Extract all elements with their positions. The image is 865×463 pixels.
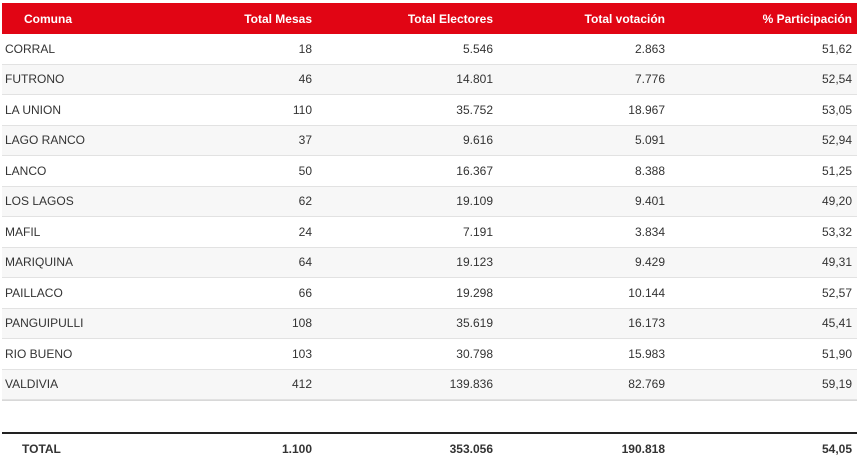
table-row: CORRAL 18 5.546 2.863 51,62: [2, 34, 857, 65]
cell-comuna: MAFIL: [5, 224, 41, 239]
table-row: RIO BUENO 103 30.798 15.983 51,90: [2, 339, 857, 370]
header-total-votacion[interactable]: Total votación: [584, 11, 665, 26]
cell-electores: 14.801: [456, 72, 493, 87]
table-row: PANGUIPULLI 108 35.619 16.173 45,41: [2, 308, 857, 339]
cell-electores: 139.836: [449, 377, 493, 392]
cell-votacion: 15.983: [628, 346, 665, 361]
cell-mesas: 50: [298, 163, 312, 178]
cell-participacion: 52,94: [821, 133, 852, 148]
cell-comuna: VALDIVIA: [5, 377, 59, 392]
cell-comuna: PAILLACO: [5, 285, 63, 300]
cell-electores: 35.752: [456, 102, 493, 117]
cell-votacion: 5.091: [634, 133, 665, 148]
cell-mesas: 62: [298, 194, 312, 209]
header-comuna[interactable]: Comuna: [24, 11, 72, 26]
cell-votacion: 9.401: [634, 194, 665, 209]
cell-comuna: CORRAL: [5, 41, 56, 56]
cell-comuna: FUTRONO: [5, 72, 65, 87]
total-electores: 353.056: [449, 441, 493, 456]
total-participacion: 54,05: [821, 441, 852, 456]
cell-electores: 9.616: [462, 133, 493, 148]
cell-participacion: 51,62: [821, 41, 852, 56]
header-total-mesas[interactable]: Total Mesas: [244, 11, 312, 26]
cell-mesas: 66: [298, 285, 312, 300]
table-header: Comuna Total Mesas Total Electores Total…: [2, 3, 857, 34]
cell-mesas: 24: [298, 224, 312, 239]
cell-votacion: 2.863: [634, 41, 665, 56]
table-total-row: TOTAL 1.100 353.056 190.818 54,05: [2, 432, 857, 463]
table-row: MARIQUINA 64 19.123 9.429 49,31: [2, 247, 857, 278]
cell-votacion: 7.776: [634, 72, 665, 87]
cell-votacion: 8.388: [634, 163, 665, 178]
header-total-electores[interactable]: Total Electores: [407, 11, 493, 26]
table-body: CORRAL 18 5.546 2.863 51,62 FUTRONO 46 1…: [2, 34, 857, 400]
table-row: FUTRONO 46 14.801 7.776 52,54: [2, 64, 857, 95]
cell-votacion: 18.967: [628, 102, 665, 117]
cell-participacion: 49,20: [821, 194, 852, 209]
cell-comuna: RIO BUENO: [5, 346, 73, 361]
cell-mesas: 18: [298, 41, 312, 56]
cell-votacion: 82.769: [628, 377, 665, 392]
table-row: LANCO 50 16.367 8.388 51,25: [2, 156, 857, 187]
cell-electores: 19.298: [456, 285, 493, 300]
cell-comuna: MARIQUINA: [5, 255, 74, 270]
table-row: LA UNION 110 35.752 18.967 53,05: [2, 95, 857, 126]
header-participacion[interactable]: % Participación: [762, 11, 852, 26]
cell-participacion: 49,31: [821, 255, 852, 270]
cell-participacion: 52,57: [821, 285, 852, 300]
cell-mesas: 46: [298, 72, 312, 87]
cell-comuna: LOS LAGOS: [5, 194, 74, 209]
cell-electores: 30.798: [456, 346, 493, 361]
table-row: VALDIVIA 412 139.836 82.769 59,19: [2, 369, 857, 400]
table-row: PAILLACO 66 19.298 10.144 52,57: [2, 278, 857, 309]
cell-comuna: LA UNION: [5, 102, 62, 117]
cell-mesas: 103: [291, 346, 312, 361]
cell-electores: 7.191: [462, 224, 493, 239]
total-label: TOTAL: [22, 441, 61, 456]
cell-participacion: 51,25: [821, 163, 852, 178]
cell-participacion: 53,05: [821, 102, 852, 117]
cell-comuna: PANGUIPULLI: [5, 316, 84, 331]
cell-votacion: 3.834: [634, 224, 665, 239]
cell-participacion: 52,54: [821, 72, 852, 87]
cell-electores: 19.109: [456, 194, 493, 209]
cell-electores: 35.619: [456, 316, 493, 331]
table-spacer: [2, 400, 857, 432]
cell-mesas: 37: [298, 133, 312, 148]
cell-mesas: 412: [291, 377, 312, 392]
cell-mesas: 110: [292, 102, 312, 117]
cell-participacion: 59,19: [821, 377, 852, 392]
cell-electores: 19.123: [456, 255, 493, 270]
cell-participacion: 45,41: [821, 316, 852, 331]
total-votacion: 190.818: [621, 441, 665, 456]
cell-comuna: LANCO: [5, 163, 47, 178]
cell-mesas: 64: [298, 255, 312, 270]
table-row: LAGO RANCO 37 9.616 5.091 52,94: [2, 125, 857, 156]
cell-mesas: 108: [291, 316, 312, 331]
table-row: LOS LAGOS 62 19.109 9.401 49,20: [2, 186, 857, 217]
cell-votacion: 16.173: [628, 316, 665, 331]
cell-votacion: 10.144: [628, 285, 665, 300]
cell-participacion: 53,32: [821, 224, 852, 239]
cell-electores: 16.367: [456, 163, 493, 178]
total-mesas: 1.100: [281, 441, 312, 456]
cell-participacion: 51,90: [821, 346, 852, 361]
cell-votacion: 9.429: [634, 255, 665, 270]
results-table: Comuna Total Mesas Total Electores Total…: [2, 3, 857, 463]
cell-comuna: LAGO RANCO: [5, 133, 86, 148]
cell-electores: 5.546: [462, 41, 493, 56]
table-row: MAFIL 24 7.191 3.834 53,32: [2, 217, 857, 248]
